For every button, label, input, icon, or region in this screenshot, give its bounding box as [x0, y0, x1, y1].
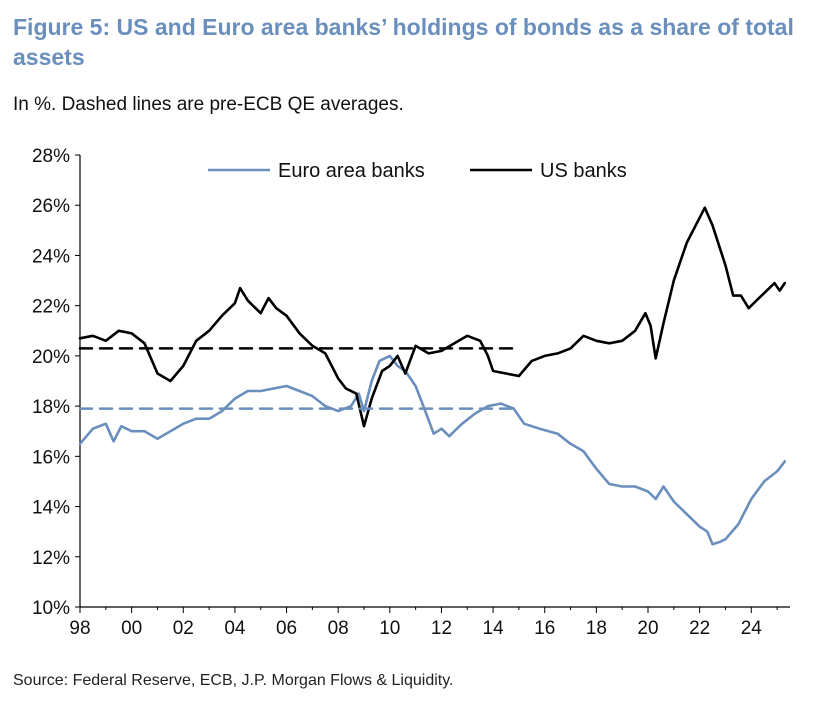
x-tick-label: 98	[69, 618, 90, 639]
x-tick-label: 24	[741, 618, 763, 639]
x-tick-label: 20	[637, 618, 658, 639]
x-tick-label: 00	[121, 618, 142, 639]
x-tick-label: 18	[586, 618, 607, 639]
y-tick-label: 16%	[32, 447, 70, 468]
x-tick-label: 02	[173, 618, 194, 639]
y-tick-label: 12%	[32, 548, 70, 569]
legend-label: Euro area banks	[278, 160, 425, 182]
series-line-us-banks	[78, 206, 787, 428]
y-tick-label: 22%	[32, 297, 70, 318]
x-tick-label: 04	[224, 618, 246, 639]
y-tick-label: 24%	[32, 246, 70, 267]
chart-subtitle: In %. Dashed lines are pre-ECB QE averag…	[13, 94, 404, 115]
x-tick-label: 14	[483, 618, 505, 639]
source-note: Source: Federal Reserve, ECB, J.P. Morga…	[13, 672, 454, 689]
legend-label: US banks	[540, 160, 627, 182]
x-tick-label: 08	[328, 618, 349, 639]
x-tick-label: 22	[689, 618, 710, 639]
y-tick-label: 18%	[32, 397, 70, 418]
y-tick-label: 26%	[32, 196, 70, 217]
y-tick-label: 14%	[32, 498, 70, 519]
x-tick-label: 10	[379, 618, 400, 639]
y-tick-label: 20%	[32, 347, 70, 368]
series-line-euro-area-banks	[78, 354, 787, 546]
y-tick-label: 28%	[32, 146, 70, 167]
x-tick-label: 12	[431, 618, 452, 639]
x-tick-label: 16	[534, 618, 555, 639]
chart-title: Figure 5: US and Euro area banks’ holdin…	[13, 14, 794, 70]
x-tick-label: 06	[276, 618, 297, 639]
y-tick-label: 10%	[32, 598, 70, 619]
